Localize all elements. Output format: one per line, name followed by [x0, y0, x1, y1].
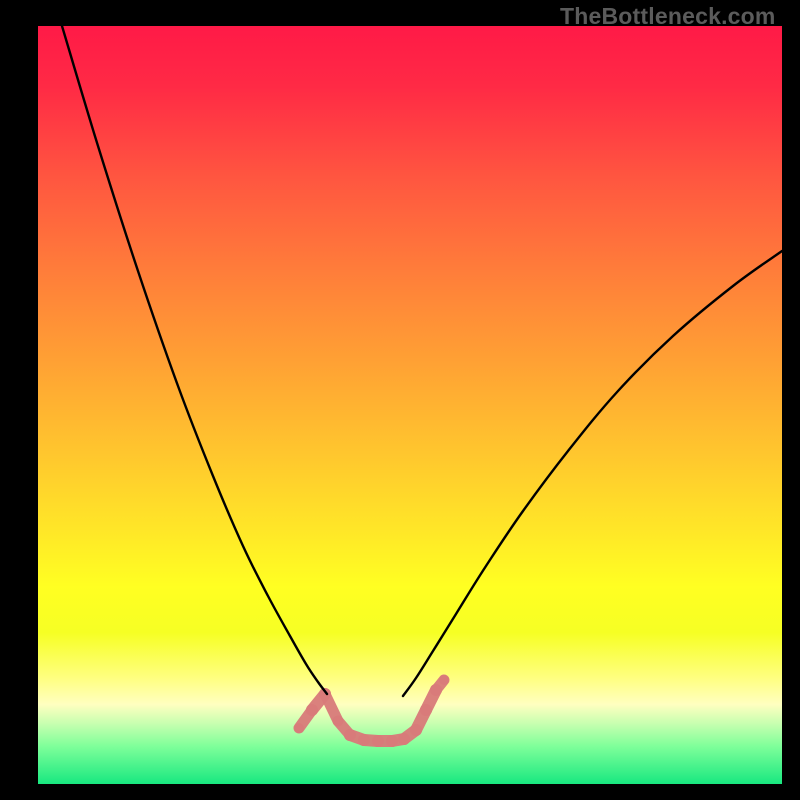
plot-area: [38, 26, 782, 784]
valley-connector: [436, 680, 444, 690]
watermark-text: TheBottleneck.com: [560, 3, 776, 30]
heat-gradient: [38, 26, 782, 784]
chart-frame: TheBottleneck.com: [0, 0, 800, 800]
plot-svg: [38, 26, 782, 784]
